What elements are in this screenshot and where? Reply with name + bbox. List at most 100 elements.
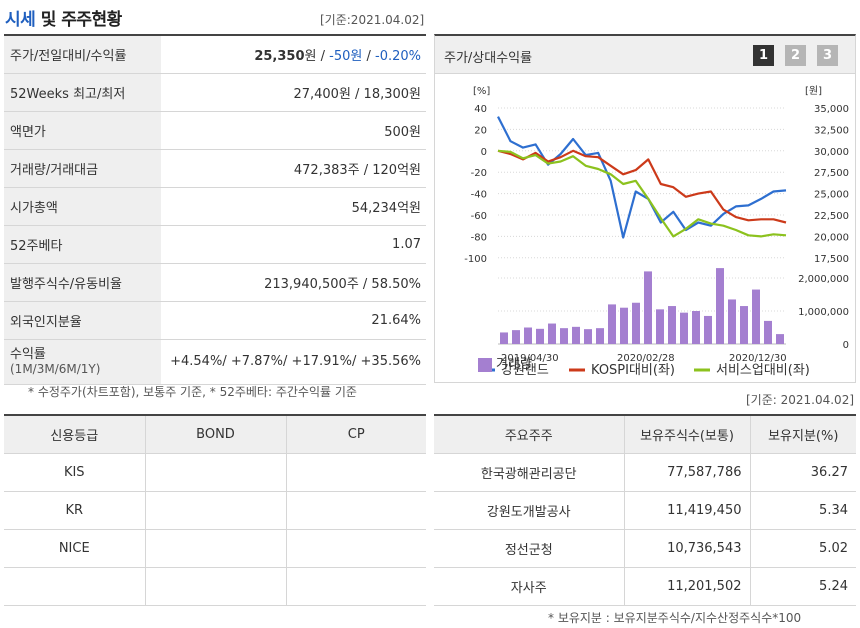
- sep: /: [352, 354, 361, 369]
- legend-label: 거래량: [496, 357, 532, 372]
- volume-bar: [512, 330, 520, 344]
- sep: /: [283, 354, 292, 369]
- left-tick-label: 0: [481, 147, 487, 158]
- volume-bar: [524, 327, 532, 344]
- chart-page-1-button[interactable]: 1: [753, 45, 774, 66]
- holder-shares: 10,736,543: [624, 529, 751, 568]
- left-tick-label: 20: [474, 125, 487, 136]
- table-row: NICE: [4, 529, 426, 568]
- legend-volume: 거래량: [478, 353, 532, 372]
- return-1m: +4.54%: [170, 354, 223, 369]
- sep: /: [222, 354, 231, 369]
- cell: KR: [4, 491, 146, 530]
- table-header-row: 주요주주 보유주식수(보통) 보유지분(%): [434, 415, 856, 454]
- cell: NICE: [4, 529, 146, 568]
- row-label: 시가총액: [4, 187, 161, 226]
- right-tick-label: 20,000: [814, 232, 849, 243]
- row-value: 1.07: [161, 225, 426, 264]
- left-tick-label: -20: [471, 168, 487, 179]
- cell: [145, 529, 287, 568]
- table-row: 액면가 500원: [4, 111, 426, 150]
- row-label: 발행주식수/유동비율: [4, 263, 161, 302]
- volume-bar: [560, 328, 568, 344]
- table-row: 주가/전일대비/수익률 25,350원 / -50원 / -0.20%: [4, 35, 426, 74]
- series-line: [497, 149, 787, 224]
- chart-page-3-button[interactable]: 3: [817, 45, 838, 66]
- left-tick-label: -80: [471, 232, 487, 243]
- volume-bar: [632, 302, 640, 344]
- table-header-row: 신용등급 BOND CP: [4, 415, 426, 454]
- volume-bar: [572, 326, 580, 344]
- cell: [286, 567, 426, 606]
- row-label: 거래량/거래대금: [4, 149, 161, 188]
- cell: [145, 453, 287, 492]
- volume-bar: [704, 315, 712, 344]
- right-tick-label: 27,500: [814, 168, 849, 179]
- row-value: 27,400원 / 18,300원: [161, 73, 426, 112]
- x-tick-label: 2019/04/30: [501, 353, 559, 364]
- title-part2: 및 주주현황: [40, 10, 123, 30]
- volume-bar: [656, 309, 664, 344]
- col-header: 신용등급: [4, 415, 146, 454]
- holder-pct: 36.27: [750, 453, 856, 492]
- holder-table: 주요주주 보유주식수(보통) 보유지분(%) 한국광해관리공단 77,587,78…: [434, 414, 856, 606]
- holder-pct: 5.34: [750, 491, 856, 530]
- volume-tick-label: 1,000,000: [798, 307, 849, 318]
- table-row: 수익률 (1M/3M/6M/1Y) +4.54%/ +7.87%/ +17.91…: [4, 339, 426, 385]
- return-3m: +7.87%: [230, 354, 284, 369]
- cell: KIS: [4, 453, 146, 492]
- holder-name: 자사주: [434, 567, 625, 606]
- x-tick-label: 2020/12/30: [729, 353, 787, 364]
- page-title: 시세 및 주주현황: [5, 5, 122, 30]
- legend-label: 서비스업대비(좌): [716, 363, 810, 378]
- table-row: 한국광해관리공단 77,587,786 36.27: [434, 453, 856, 492]
- price-chart: [%] [원] 40 20 0 -20 -40 -60 -80 -100 35,000 32,500 3…: [464, 85, 849, 378]
- series-line: [497, 149, 787, 238]
- legend-label: 강원랜드: [501, 363, 549, 378]
- base-date: [기준:2021.04.02]: [320, 13, 425, 27]
- volume-tick-label: 0: [843, 340, 849, 351]
- right-tick-label: 30,000: [814, 147, 849, 158]
- left-tick-label: -100: [464, 254, 487, 265]
- returns-title: 수익률: [10, 346, 46, 362]
- col-header: 보유주식수(보통): [624, 415, 751, 454]
- chart-page-2-button[interactable]: 2: [785, 45, 806, 66]
- row-label: 52Weeks 최고/최저: [4, 73, 161, 112]
- row-label: 액면가: [4, 111, 161, 150]
- price-rate: -0.20%: [375, 48, 421, 64]
- row-label: 52주베타: [4, 225, 161, 264]
- chart-header: 주가/상대수익률 1 2 3: [435, 36, 855, 74]
- table-row: 외국인지분율 21.64%: [4, 301, 426, 340]
- cell: [286, 491, 426, 530]
- volume-bar: [776, 334, 784, 344]
- volume-bar: [728, 299, 736, 344]
- holder-pct: 5.02: [750, 529, 856, 568]
- table-row: 자사주 11,201,502 5.24: [434, 567, 856, 606]
- row-value: 21.64%: [161, 301, 426, 340]
- volume-bar: [752, 289, 760, 344]
- cell: [145, 567, 287, 606]
- volume-legend-icon: [478, 357, 492, 372]
- table-row: 거래량/거래대금 472,383주 / 120억원: [4, 149, 426, 188]
- x-tick-label: 2020/02/28: [617, 353, 675, 364]
- volume-bar: [668, 306, 676, 344]
- sep: /: [362, 48, 375, 64]
- cell: [286, 453, 426, 492]
- right-tick-label: 25,000: [814, 190, 849, 201]
- price-table: 주가/전일대비/수익률 25,350원 / -50원 / -0.20% 52We…: [4, 34, 426, 385]
- cell: [286, 529, 426, 568]
- table-row: 발행주식수/유동비율 213,940,500주 / 58.50%: [4, 263, 426, 302]
- current-price: 25,350: [254, 48, 305, 64]
- volume-bar: [620, 307, 628, 344]
- price-change: -50원: [329, 48, 363, 64]
- return-1y: +35.56%: [360, 354, 421, 369]
- returns-label: 수익률 (1M/3M/6M/1Y): [4, 339, 161, 385]
- left-tick-label: -60: [471, 211, 487, 222]
- right-tick-label: 22,500: [814, 211, 849, 222]
- left-axis-unit: [%]: [473, 86, 490, 97]
- left-note: * 수정주가(차트포함), 보통주 기준, * 52주베타: 주간수익률 기준: [28, 385, 357, 399]
- table-row: 52Weeks 최고/최저 27,400원 / 18,300원: [4, 73, 426, 112]
- table-row: [4, 567, 426, 606]
- right-base-date: [기준: 2021.04.02]: [746, 393, 855, 407]
- right-tick-label: 35,000: [814, 104, 849, 115]
